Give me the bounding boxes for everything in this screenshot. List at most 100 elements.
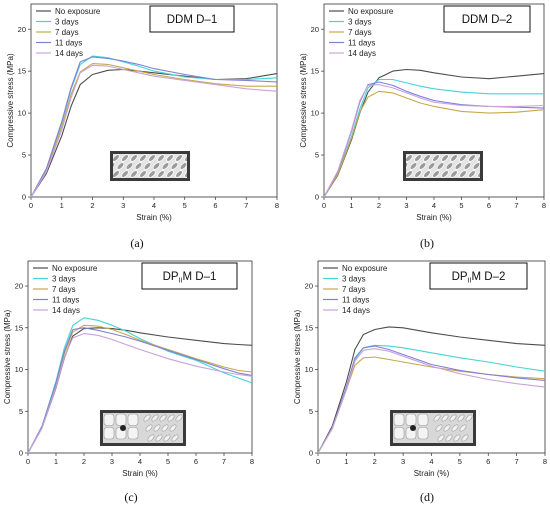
inset-cell: [485, 153, 494, 162]
series-line-5: [317, 348, 546, 454]
title-box: [443, 5, 531, 33]
chart-panel-3: 0 1 2 3 4 5 6 7 8 0 5 10 15 20 Strain (%) Compressive s…: [3, 260, 254, 504]
y-tick-label: 15: [305, 323, 313, 332]
x-tick-label: 5: [458, 457, 462, 466]
inset-cell: [472, 162, 480, 170]
inset-cell: [465, 414, 473, 422]
x-tick-label: 0: [322, 201, 326, 210]
title-part: M D–2: [472, 271, 506, 283]
inset-cell: [432, 154, 440, 162]
inset-cell: [418, 162, 427, 170]
x-tick-label: 7: [222, 457, 226, 466]
legend-entry: 11 days: [52, 295, 79, 304]
inset-cell: [445, 162, 454, 170]
series-line-5: [323, 84, 545, 198]
x-axis-label: Strain (%): [136, 213, 172, 222]
series-line-4: [317, 345, 546, 454]
y-tick-label: 0: [315, 193, 319, 202]
inset-cell: [414, 154, 422, 162]
title-part: DP: [452, 271, 468, 283]
inset-cell: [201, 169, 210, 178]
inset-cell: [152, 162, 161, 170]
inset-cell: [157, 170, 165, 178]
x-tick-label: 6: [213, 201, 217, 210]
y-tick-label: 10: [15, 365, 23, 374]
x-tick-label: 7: [515, 457, 519, 466]
inset-cell: [405, 413, 417, 426]
inset-cell: [393, 427, 405, 440]
legend-entry: 7 days: [348, 28, 372, 37]
x-axis-label: Strain (%): [122, 469, 158, 478]
panel-label: (c): [124, 490, 137, 504]
legend-entry: No exposure: [55, 7, 101, 16]
x-tick-label: 4: [432, 201, 436, 210]
inset-cell: [437, 434, 445, 442]
panel-label: (a): [130, 236, 143, 250]
inset-cell: [443, 424, 451, 432]
inset-cell: [433, 414, 441, 422]
x-tick-label: 0: [316, 457, 320, 466]
x-tick-label: 2: [82, 457, 86, 466]
title-box: [141, 262, 238, 290]
series-line-5: [30, 64, 278, 198]
inset-cell: [406, 154, 413, 162]
y-tick-label: 10: [311, 109, 319, 118]
inset-cell: [155, 434, 163, 442]
inset-cell: [166, 154, 174, 162]
chart-title: DDM D–2: [462, 14, 512, 26]
inset-cell: [485, 169, 494, 178]
inset-cell: [441, 170, 449, 178]
x-tick-label: 2: [377, 201, 381, 210]
x-tick-label: 0: [29, 201, 33, 210]
inset-cell: [453, 434, 461, 442]
legend-entry: 11 days: [55, 38, 82, 47]
x-tick-label: 3: [121, 201, 125, 210]
inset-cell: [457, 414, 465, 422]
inset-cell: [143, 414, 151, 422]
x-tick-label: 5: [459, 201, 463, 210]
x-tick-label: 8: [250, 457, 254, 466]
x-tick-label: 3: [404, 201, 408, 210]
inset-cell: [449, 414, 457, 422]
inset-cell: [451, 424, 459, 432]
inset-cell: [197, 161, 206, 170]
inset-cell: [494, 169, 503, 178]
x-tick-label: 3: [110, 457, 114, 466]
lattice-inset-image: [390, 410, 476, 446]
inset-cell: [175, 414, 183, 422]
inset-cell: [490, 161, 499, 170]
inset-cell: [161, 162, 170, 170]
inset-cell: [175, 154, 183, 162]
inset-cell: [436, 162, 445, 170]
y-axis-label: Compressive stress (MPa): [293, 310, 302, 405]
inset-hole: [410, 425, 416, 431]
chart-panel-4: 0 1 2 3 4 5 6 7 8 0 5 10 15 20 Strain (%) Compressive s…: [293, 260, 547, 504]
x-tick-label: 1: [54, 457, 58, 466]
inset-cell: [445, 434, 453, 442]
inset-cell: [463, 162, 472, 170]
inset-cell: [192, 153, 201, 162]
legend-entry: 14 days: [52, 306, 80, 315]
series-line-2: [27, 317, 253, 454]
y-tick-label: 5: [22, 151, 26, 160]
inset-cell: [113, 170, 120, 178]
inset-cell: [113, 154, 120, 162]
inset-cell: [148, 170, 156, 178]
inset-cell: [143, 162, 152, 170]
x-tick-label: 6: [486, 457, 490, 466]
series-line-1: [317, 326, 546, 454]
inset-cell: [450, 154, 458, 162]
y-tick-label: 0: [22, 193, 26, 202]
legend-entry: No exposure: [342, 264, 388, 273]
inset-cell: [130, 154, 138, 162]
y-tick-label: 15: [311, 67, 319, 76]
inset-lattice: [113, 153, 210, 178]
panel-label: (d): [420, 490, 434, 504]
series-line-3: [30, 63, 277, 198]
inset-cell: [134, 162, 143, 170]
